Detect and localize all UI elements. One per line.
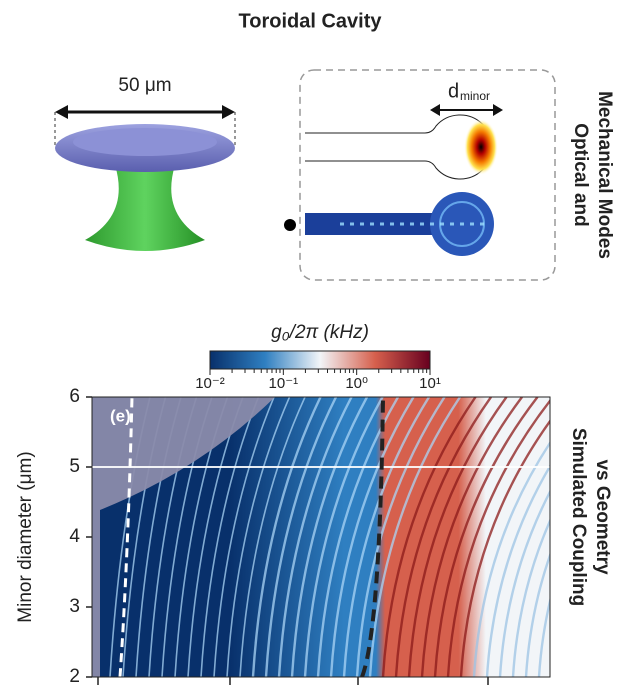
colorbar — [210, 351, 430, 369]
figure: Toroidal Cavity 50 μm d minor Optical an… — [0, 0, 620, 686]
modes-panel-label: Mechanical Modes — [594, 91, 615, 259]
x-ticks — [98, 677, 488, 685]
modes-illustration — [284, 70, 555, 280]
heatmap — [92, 397, 620, 677]
y-tick-label: 2 — [69, 666, 80, 686]
y-tick-label: 6 — [69, 386, 80, 407]
colorbar-tick-label: 10¹ — [419, 375, 441, 392]
colorbar-tick-label: 10⁻¹ — [269, 375, 299, 392]
d-label: d — [448, 80, 459, 102]
d-subscript: minor — [460, 89, 490, 103]
dimension-label: 50 μm — [118, 75, 171, 96]
toroid-illustration — [55, 105, 235, 251]
side-label: Simulated Coupling — [568, 428, 589, 606]
colorbar-label: g₀/2π (kHz) — [271, 322, 369, 343]
panel-label: (e) — [110, 406, 131, 425]
y-axis-label: Minor diameter (μm) — [15, 451, 36, 622]
title: Toroidal Cavity — [239, 10, 383, 32]
y-tick-label: 5 — [69, 456, 80, 477]
y-tick-label: 3 — [69, 596, 80, 617]
modes-panel-label: Optical and — [570, 123, 591, 226]
colorbar-tick-label: 10⁰ — [345, 375, 368, 392]
y-tick-label: 4 — [69, 526, 80, 547]
colorbar-tick-label: 10⁻² — [195, 375, 225, 392]
side-label: vs Geometry — [592, 459, 613, 575]
